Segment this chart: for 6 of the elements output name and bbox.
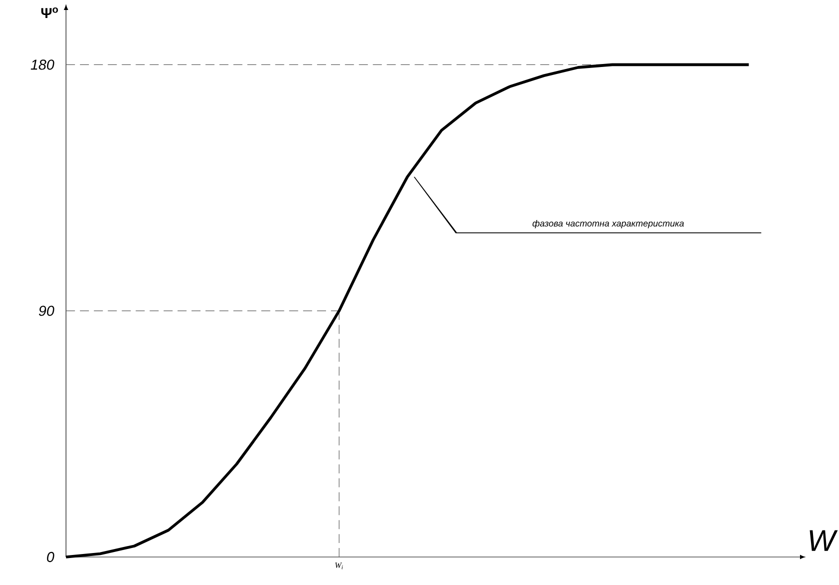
annotation: фазова частотна характеристика (532, 220, 684, 228)
y-axis-title: Ψ$^{o}$ (41, 7, 58, 18)
y-tick-label: 180 (30, 60, 54, 70)
y-tick-label: 90 (38, 306, 54, 316)
x-axis-title: W (810, 530, 838, 551)
y-tick-label: 0 (47, 552, 54, 562)
